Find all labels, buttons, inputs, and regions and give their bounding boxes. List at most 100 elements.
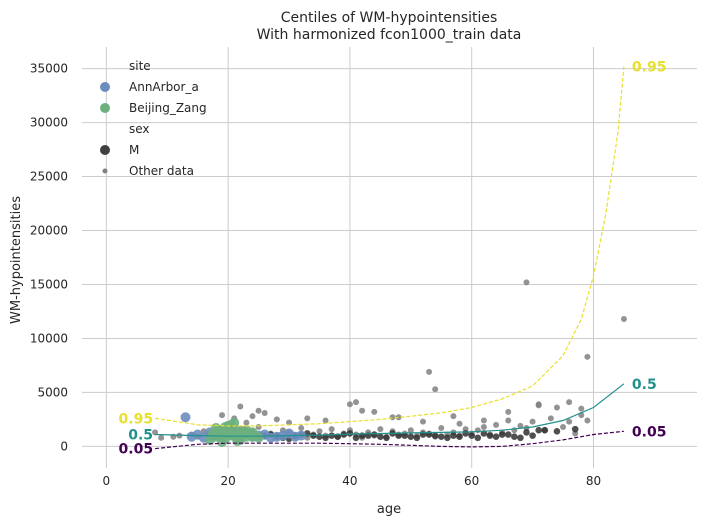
x-tick-label: 80 (586, 474, 601, 488)
other-data-point (584, 353, 591, 360)
male-data-point (456, 433, 463, 440)
male-data-point (474, 434, 482, 442)
legend-title: sex (129, 122, 150, 136)
legend-label: M (129, 143, 139, 157)
other-data-point (456, 420, 463, 427)
legend-label: AnnArbor_a (129, 80, 199, 94)
male-data-point (450, 432, 457, 439)
site-data-point (232, 436, 243, 447)
other-data-point (450, 413, 457, 420)
male-data-point (328, 432, 335, 439)
other-data-point (298, 425, 305, 432)
other-data-point (566, 399, 573, 406)
other-data-point (505, 408, 512, 415)
y-tick-label: 5000 (37, 385, 68, 399)
y-tick-label: 15000 (30, 277, 68, 291)
centile-label-left: 0.95 (119, 411, 154, 427)
other-data-point (578, 405, 585, 412)
centile-label-left: 0.05 (119, 442, 154, 458)
male-data-point (462, 430, 469, 437)
other-data-point (237, 403, 244, 410)
centile-curve (155, 383, 625, 437)
other-data-point (480, 417, 487, 424)
y-tick-label: 10000 (30, 331, 68, 345)
legend-marker (100, 82, 110, 92)
other-data-point (273, 416, 280, 423)
other-data-point (547, 415, 554, 422)
legend-marker (102, 168, 108, 174)
legend-marker (100, 103, 110, 113)
male-data-point (571, 425, 579, 433)
x-tick-label: 60 (464, 474, 479, 488)
x-tick-label: 40 (342, 474, 357, 488)
male-data-point (395, 432, 402, 439)
other-data-point (395, 414, 402, 421)
y-tick-label: 25000 (30, 170, 68, 184)
other-data-point (432, 386, 439, 393)
other-data-point (493, 421, 500, 428)
male-data-point (553, 427, 561, 435)
other-data-point (560, 423, 567, 430)
centile-curve (155, 430, 624, 450)
other-data-point (535, 401, 542, 408)
other-data-point (566, 418, 573, 425)
other-data-point (389, 414, 396, 421)
other-data-point (353, 399, 360, 406)
male-data-point (444, 434, 451, 442)
centile-label-right: 0.05 (632, 424, 667, 440)
other-data-point (419, 418, 426, 425)
male-data-point (431, 432, 439, 439)
grid (82, 47, 697, 468)
male-data-point (413, 434, 421, 442)
centile-curve (155, 66, 625, 427)
other-data-point (322, 417, 329, 424)
x-tick-label: 20 (220, 474, 235, 488)
other-data-point (359, 407, 366, 414)
site-data-points (180, 412, 307, 448)
male-data-point (492, 433, 500, 440)
legend-label: Other data (129, 164, 194, 178)
male-data-point (352, 434, 360, 442)
site-data-point (210, 423, 221, 434)
other-data-point (529, 418, 536, 425)
other-data-point (219, 412, 226, 419)
male-data-point (523, 429, 530, 436)
other-data-point (584, 417, 591, 424)
other-data-point (480, 423, 487, 430)
y-axis-label: WM-hypointensities (9, 196, 24, 324)
other-data-point (505, 417, 512, 424)
other-data-point (438, 425, 445, 432)
other-data-point (243, 419, 250, 426)
other-data-point (371, 408, 378, 415)
male-data-point (383, 434, 390, 442)
tick-labels: 0 20 40 60 80 0 5000 10000 15000 20000 25000 30000 3… (30, 62, 601, 488)
x-axis-label: age (377, 502, 401, 517)
male-data-point (504, 431, 512, 438)
other-data-point (553, 404, 560, 411)
x-tick-label: 0 (103, 474, 111, 488)
male-data-point (529, 432, 536, 439)
male-data-point (517, 434, 524, 442)
y-tick-label: 35000 (30, 62, 68, 76)
site-data-point (226, 419, 237, 430)
male-data-points (212, 425, 579, 443)
other-data-point (304, 415, 311, 422)
chart-title: Centiles of WM-hypointensities (281, 10, 498, 26)
other-data-point (620, 316, 627, 323)
male-data-point (377, 433, 384, 440)
other-data-point (261, 409, 268, 416)
y-tick-label: 30000 (30, 116, 68, 130)
centile-label-right: 0.95 (632, 59, 667, 75)
male-data-point (316, 433, 323, 440)
y-tick-label: 20000 (30, 224, 68, 238)
male-data-point (322, 434, 329, 442)
male-data-point (370, 431, 378, 438)
other-data-point (407, 427, 414, 434)
other-data-point (316, 428, 323, 435)
male-data-point (486, 432, 494, 439)
other-data-point (517, 422, 524, 429)
male-data-point (498, 431, 506, 438)
male-data-point (407, 433, 415, 440)
